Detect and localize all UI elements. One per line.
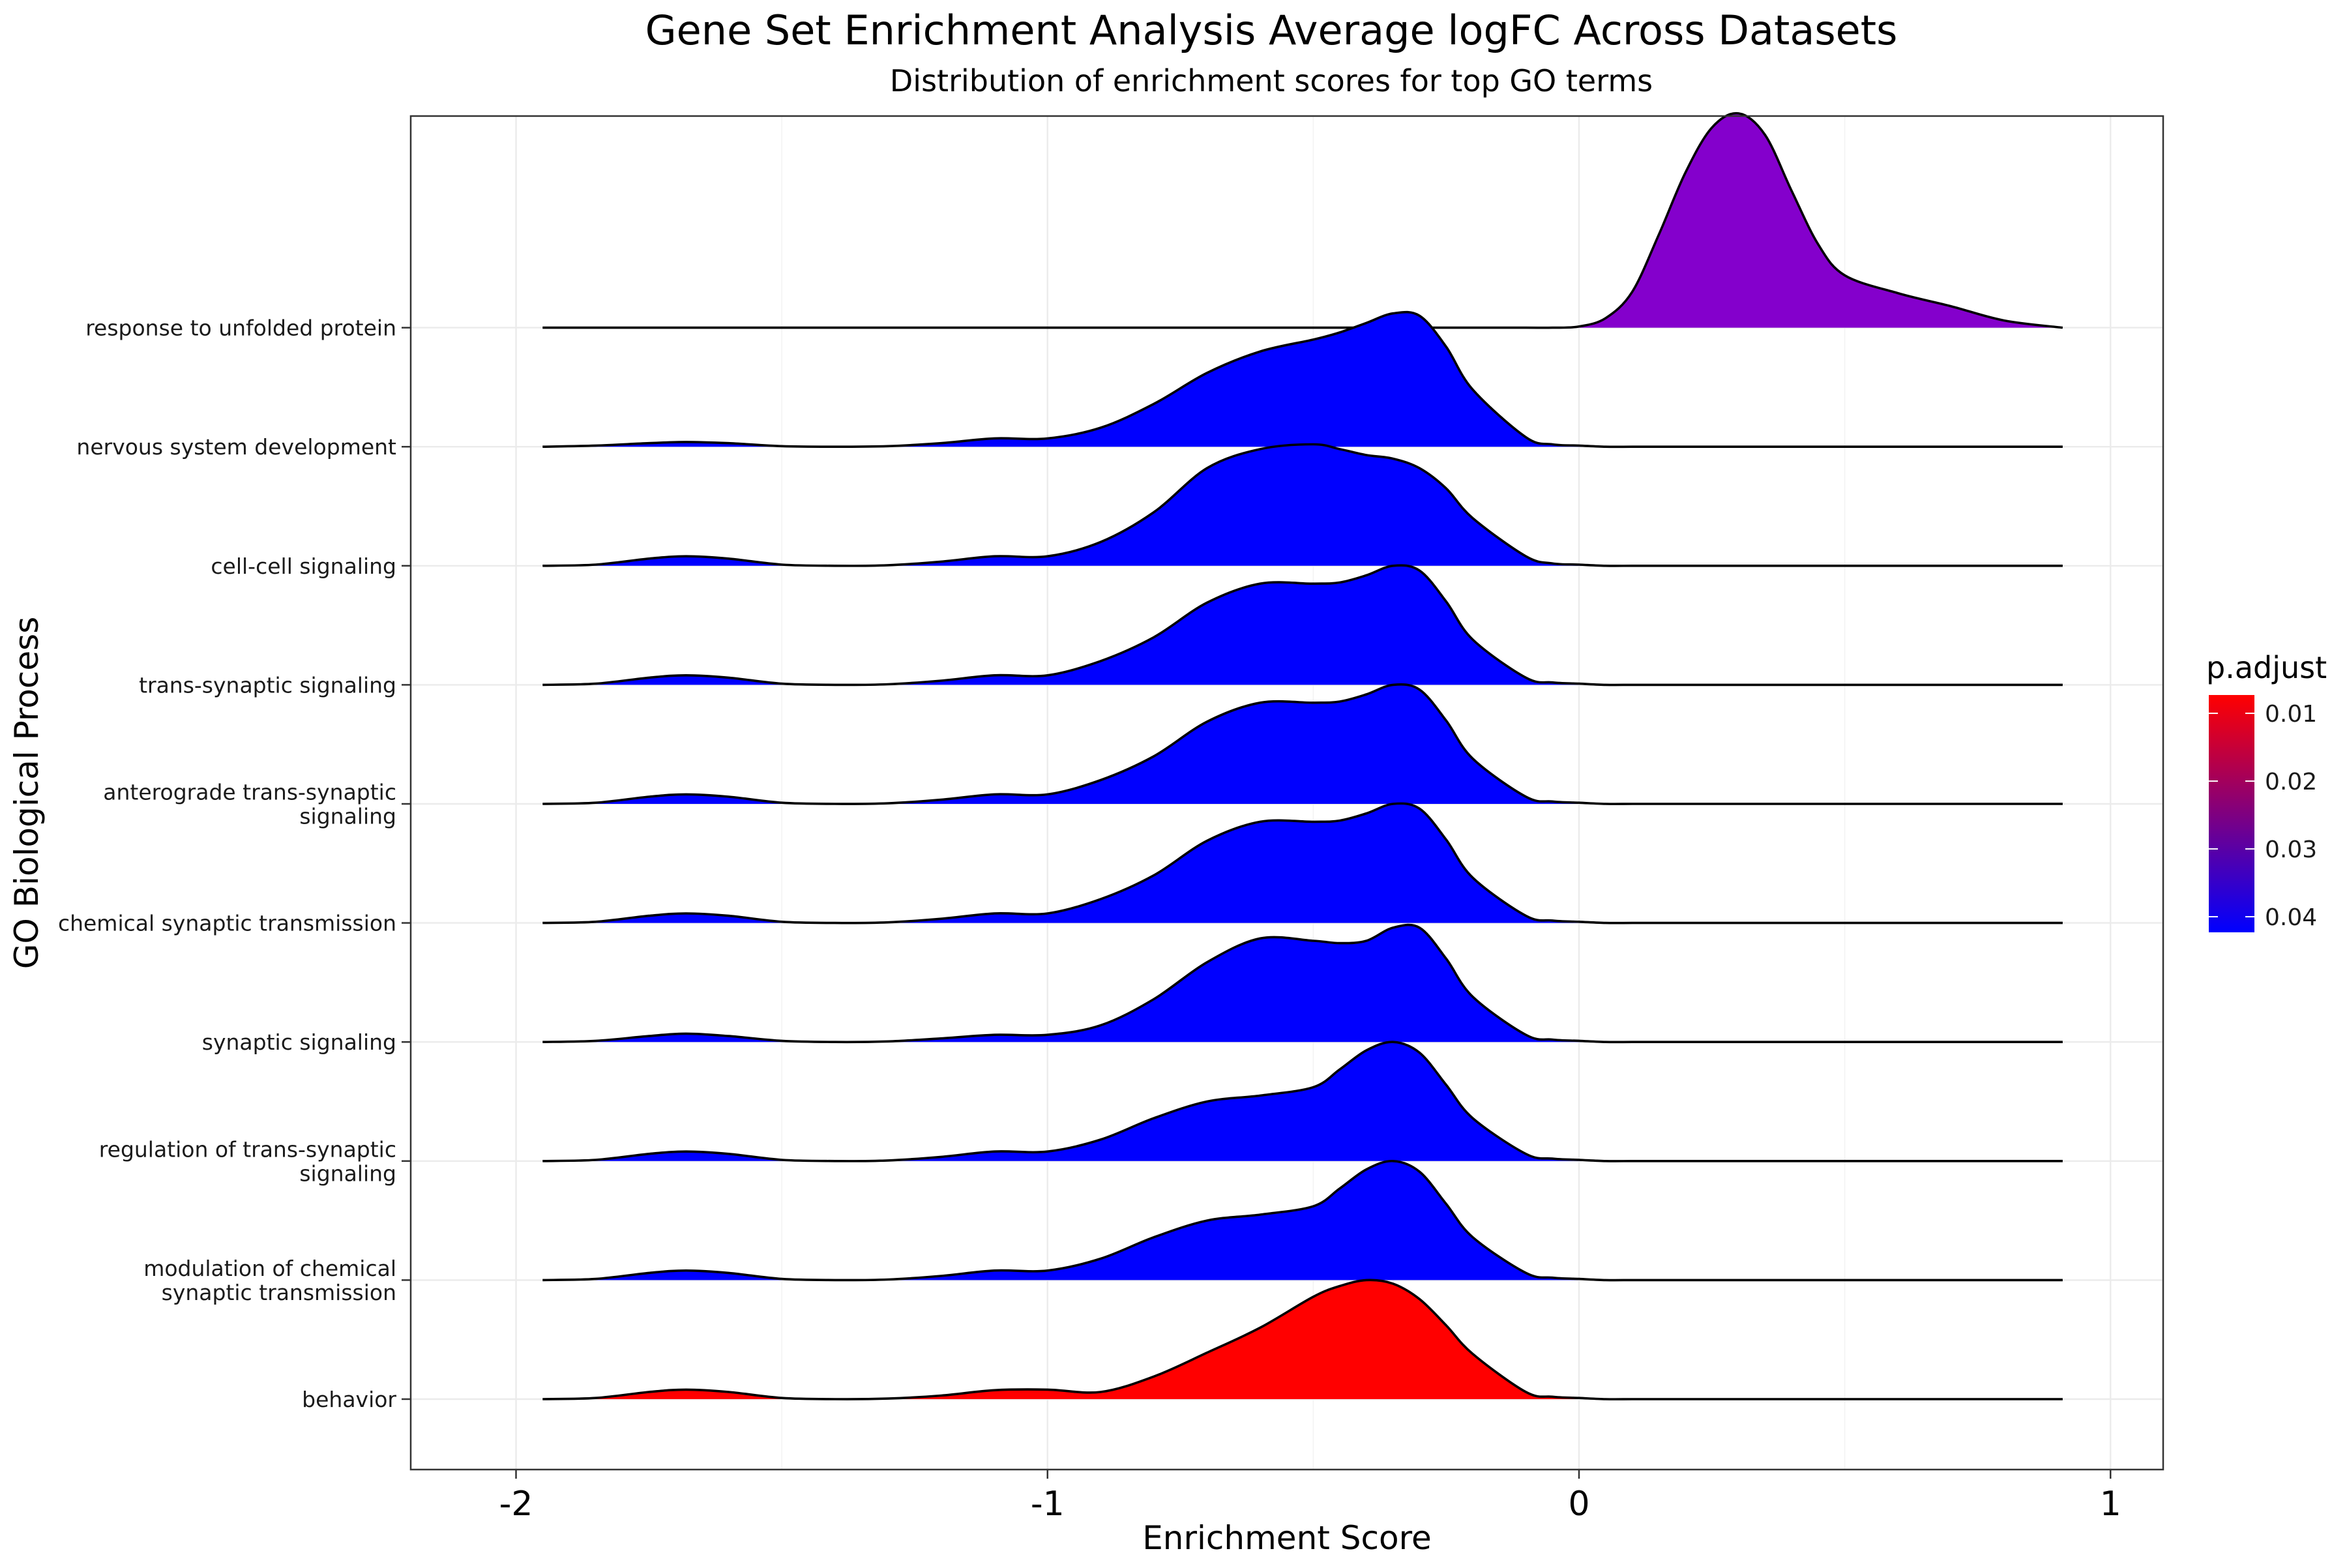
- y-tick-label: nervous system development: [76, 434, 396, 460]
- legend-title: p.adjust: [2206, 650, 2327, 685]
- ridge-fill-trans-synaptic-signaling: [542, 565, 2063, 685]
- ridge-outline-anterograde-trans-synaptic-signaling: [542, 683, 2063, 805]
- ridge-outline-trans-synaptic-signaling: [542, 564, 2063, 687]
- y-tick-label: trans-synaptic signaling: [139, 672, 396, 698]
- chart-title: Gene Set Enrichment Analysis Average log…: [645, 7, 1898, 54]
- ridge-outline-nervous-system-development: [542, 310, 2063, 449]
- ridge-fill-behavior: [542, 1280, 2063, 1400]
- ridge-outline-cell-cell-signaling: [542, 443, 2063, 567]
- y-axis: behavior modulation of chemical synaptic t…: [58, 316, 411, 1412]
- legend-tick-label: 0.02: [2265, 769, 2317, 795]
- x-axis-title: Enrichment Score: [1142, 1519, 1432, 1557]
- ridge-fill-chemical-synaptic-transmission: [542, 803, 2063, 923]
- y-axis-title: GO Biological Process: [8, 617, 46, 969]
- ridge-outline-regulation-of-trans-synaptic-signaling: [542, 1041, 2063, 1162]
- y-tick-label: response to unfolded protein: [85, 316, 396, 341]
- ridge-layer: [542, 111, 2063, 1400]
- ridge-fill-cell-cell-signaling: [542, 444, 2063, 566]
- ridge-outline-synaptic-signaling: [542, 923, 2063, 1044]
- ridge-fill-response-to-unfolded-protein: [542, 113, 2063, 328]
- plot-border: [409, 115, 2164, 1471]
- legend-tick-label: 0.04: [2265, 904, 2317, 931]
- chart-subtitle: Distribution of enrichment scores for to…: [890, 63, 1653, 98]
- ridge-fill-regulation-of-trans-synaptic-signaling: [542, 1042, 2063, 1161]
- ridge-fill-synaptic-signaling: [542, 925, 2063, 1043]
- x-tick-label: 0: [1568, 1485, 1589, 1524]
- x-tick-label: 1: [2100, 1485, 2121, 1524]
- y-tick-label: anterograde trans-synaptic signaling: [103, 780, 396, 829]
- ridge-outline-behavior: [542, 1279, 2063, 1400]
- y-tick-label: chemical synaptic transmission: [58, 911, 396, 936]
- ridge-fill-anterograde-trans-synaptic-signaling: [542, 684, 2063, 805]
- y-tick-label: regulation of trans-synaptic signaling: [99, 1136, 396, 1186]
- ridge-fill-nervous-system-development: [542, 312, 2063, 447]
- legend: p.adjust 0.01 0.02 0.03 0.04: [2206, 650, 2327, 932]
- x-tick-label: -1: [1031, 1485, 1065, 1524]
- legend-tick-label: 0.01: [2265, 701, 2317, 728]
- ridge-outline-chemical-synaptic-transmission: [542, 802, 2063, 925]
- y-tick-label: synaptic signaling: [202, 1029, 396, 1055]
- x-tick-label: -2: [499, 1485, 533, 1524]
- ridge-outline-modulation-of-chemical-synaptic-transmission: [542, 1159, 2063, 1282]
- y-tick-label: behavior: [302, 1387, 396, 1412]
- y-tick-label: modulation of chemical synaptic transmiss…: [143, 1256, 396, 1305]
- y-tick-label: cell-cell signaling: [211, 554, 396, 579]
- legend-tick-label: 0.03: [2265, 836, 2317, 863]
- x-axis: -2 -1 0 1: [499, 1470, 2121, 1524]
- ridge-fill-modulation-of-chemical-synaptic-transmission: [542, 1161, 2063, 1280]
- legend-colorbar: [2209, 695, 2254, 932]
